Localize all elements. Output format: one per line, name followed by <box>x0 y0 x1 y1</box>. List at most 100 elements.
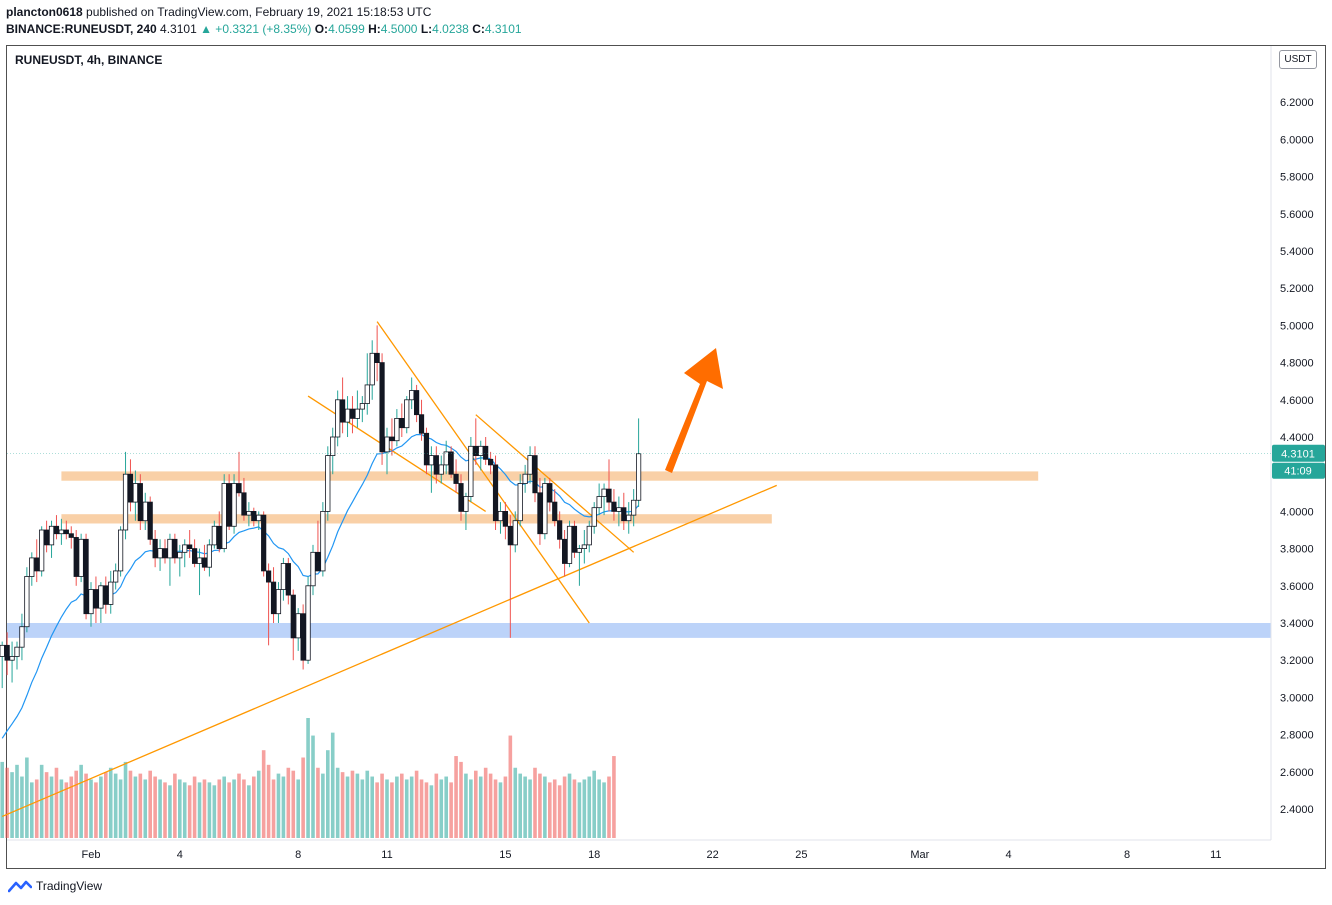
volume-bar <box>321 773 325 838</box>
time-tick-label: 11 <box>381 849 392 861</box>
volume-bar <box>612 756 616 838</box>
candle <box>384 427 390 475</box>
volume-bar <box>30 782 34 838</box>
candle <box>497 502 504 534</box>
last-price-tag <box>1272 444 1325 462</box>
candle-body <box>527 455 533 475</box>
candle <box>581 530 587 564</box>
candle <box>601 483 607 516</box>
price-tick-label: 3.4000 <box>1280 618 1314 630</box>
volume-bar <box>335 767 340 838</box>
candle-body <box>566 525 573 564</box>
volume-bar <box>474 770 478 838</box>
candle <box>226 474 232 530</box>
candle <box>517 474 523 527</box>
volume-bar <box>390 782 394 838</box>
candle <box>527 446 533 484</box>
candle <box>606 459 612 512</box>
candle <box>275 582 282 623</box>
candle-body <box>196 557 203 564</box>
candle-body <box>172 538 178 559</box>
volume-bar <box>592 770 596 838</box>
volume-bar <box>602 782 606 838</box>
zone-2 <box>7 623 1271 638</box>
candle <box>167 533 173 586</box>
candle-body <box>113 570 119 583</box>
candle-body <box>483 445 489 460</box>
volume-bar <box>454 756 458 838</box>
volume-bar <box>79 764 83 838</box>
author-name[interactable]: plancton0618 <box>6 5 83 19</box>
volume-bar <box>59 779 64 838</box>
volume-bar <box>513 767 518 838</box>
volume-bar <box>493 779 498 838</box>
volume-bar <box>44 772 49 838</box>
volume-bar <box>94 782 98 838</box>
volume-bar <box>400 773 404 838</box>
volume-bar <box>138 773 143 838</box>
volume-bar <box>306 718 310 838</box>
candle <box>458 474 464 521</box>
volume-bar <box>483 767 488 838</box>
candle-body <box>364 384 370 404</box>
volume-bar <box>118 779 123 838</box>
volume-bar <box>316 767 320 838</box>
volume-bar <box>419 779 424 838</box>
volume-bar <box>523 776 527 838</box>
candle <box>374 325 380 382</box>
candle-body <box>24 576 30 628</box>
candle <box>241 477 247 521</box>
price-tick-label: 3.8000 <box>1280 544 1314 556</box>
volume-layer <box>0 718 616 838</box>
candle-body <box>522 473 528 484</box>
candle-body <box>39 529 45 572</box>
candle-body <box>261 514 267 572</box>
candle <box>191 539 198 568</box>
time-tick-label: 8 <box>295 849 301 861</box>
candle-body <box>305 585 311 661</box>
candle-body <box>206 544 212 568</box>
candle-body <box>191 548 198 564</box>
candle-body <box>631 499 637 516</box>
chart-frame[interactable] <box>6 45 1326 869</box>
volume-bar <box>548 782 552 838</box>
axes-layer: 2.4000 2.6000 2.8000 3.0000 3.2000 3.4000 3.60… <box>7 46 1325 861</box>
volume-bar <box>370 776 374 838</box>
publish-header: plancton0618 published on TradingView.co… <box>6 5 431 19</box>
candle <box>315 520 321 572</box>
price-tick-label: 5.8000 <box>1280 172 1314 184</box>
candle <box>418 399 425 441</box>
volume-bar <box>247 785 251 838</box>
volume-bar <box>113 773 118 838</box>
candle <box>305 576 311 664</box>
candle <box>394 409 400 447</box>
candles-layer <box>0 325 642 689</box>
countdown-text: 41:09 <box>1284 466 1312 478</box>
candle-body <box>359 403 365 410</box>
candle-body <box>497 510 504 522</box>
candle <box>586 520 592 553</box>
candle-body <box>581 544 587 550</box>
candle <box>532 446 538 503</box>
volume-bar <box>20 776 24 838</box>
candle <box>468 437 474 503</box>
candle-body <box>537 492 543 535</box>
price-tick-label: 6.0000 <box>1280 134 1314 146</box>
high-value: 4.5000 <box>380 22 418 36</box>
candle-body <box>473 445 479 456</box>
volume-bar <box>478 776 483 838</box>
currency-unit-button[interactable]: USDT <box>1279 50 1317 69</box>
candle-body <box>468 445 474 497</box>
candle <box>157 539 163 571</box>
candle-body <box>423 432 430 466</box>
volume-bar <box>74 770 78 838</box>
volume-bar <box>192 776 197 838</box>
footer-brand[interactable]: TradingView <box>8 879 102 893</box>
candle-body <box>9 656 15 661</box>
volume-bar <box>15 764 19 838</box>
candle <box>611 489 617 521</box>
volume-bar <box>197 782 202 838</box>
candle-body <box>571 525 578 553</box>
volume-bar <box>256 770 261 838</box>
